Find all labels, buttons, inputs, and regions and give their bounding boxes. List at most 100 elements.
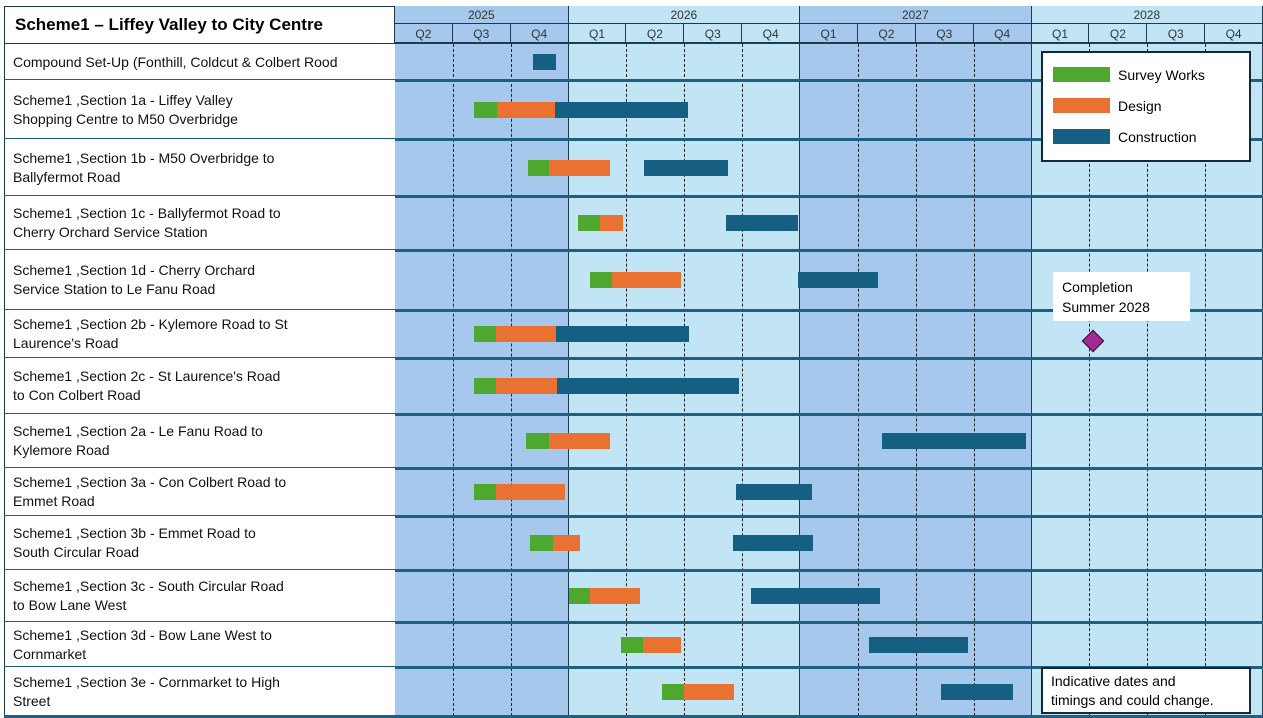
- task-label: Scheme1 ,Section 3e - Cornmarket to High…: [4, 667, 395, 716]
- construction-bar: [532, 54, 556, 70]
- design-bar: [599, 215, 623, 231]
- quarter-gridline: [973, 44, 975, 716]
- task-label: Scheme1 ,Section 1a - Liffey Valley Shop…: [4, 80, 395, 139]
- year-header: 2026: [568, 6, 801, 24]
- quarter-header: Q4: [1205, 24, 1263, 44]
- construction-bar: [940, 683, 1014, 700]
- quarter-gridline: [1147, 44, 1149, 716]
- legend-swatch: [1053, 98, 1110, 113]
- quarter-header: Q2: [395, 24, 453, 44]
- task-label: Scheme1 ,Section 3a - Con Colbert Road t…: [4, 468, 395, 516]
- design-bar: [643, 636, 681, 653]
- construction-bar: [882, 433, 1026, 449]
- quarter-header: Q4: [510, 24, 569, 44]
- task-label: Scheme1 ,Section 2a - Le Fanu Road to Ky…: [4, 414, 395, 468]
- design-bar: [496, 484, 566, 500]
- quarter-header: Q1: [800, 24, 858, 44]
- construction-bar: [555, 326, 689, 342]
- row-divider: [4, 195, 1263, 198]
- task-label: Scheme1 ,Section 3d - Bow Lane West to C…: [4, 622, 395, 667]
- quarter-gridline: [452, 44, 454, 716]
- year-header: 2028: [1031, 6, 1263, 24]
- task-label: Scheme1 ,Section 1c - Ballyfermot Road t…: [4, 196, 395, 250]
- quarter-gridline: [1089, 44, 1091, 716]
- quarter-gridline: [1205, 44, 1207, 716]
- quarter-header: Q3: [452, 24, 511, 44]
- row-divider: [4, 715, 1263, 718]
- survey-bar: [661, 683, 684, 700]
- construction-bar: [554, 101, 688, 118]
- task-label: Scheme1 ,Section 3b - Emmet Road to Sout…: [4, 516, 395, 570]
- legend-item-construction: Construction: [1053, 121, 1239, 152]
- legend: Survey Works Design Construction: [1041, 51, 1251, 162]
- construction-bar: [726, 215, 798, 231]
- construction-bar: [797, 272, 879, 288]
- quarter-header: Q3: [684, 24, 743, 44]
- row-divider: [4, 569, 1263, 572]
- survey-bar: [528, 159, 549, 176]
- design-bar: [612, 272, 681, 288]
- design-bar: [552, 535, 581, 551]
- year-header: 2025: [395, 6, 569, 24]
- quarter-header: Q4: [973, 24, 1032, 44]
- design-bar: [548, 159, 611, 176]
- legend-swatch: [1053, 67, 1110, 82]
- task-label: Scheme1 ,Section 2b - Kylemore Road to S…: [4, 310, 395, 358]
- design-bar: [496, 326, 556, 342]
- legend-item-survey: Survey Works: [1053, 59, 1239, 90]
- quarter-header: Q2: [1089, 24, 1148, 44]
- row-divider: [4, 413, 1263, 416]
- row-divider: [4, 79, 1263, 82]
- row-divider: [4, 666, 1263, 669]
- survey-bar: [474, 101, 497, 118]
- survey-bar: [525, 433, 549, 449]
- legend-label: Construction: [1118, 128, 1197, 145]
- survey-bar: [529, 535, 553, 551]
- construction-bar: [735, 484, 813, 500]
- survey-bar: [569, 588, 591, 604]
- survey-bar: [577, 215, 600, 231]
- legend-item-design: Design: [1053, 90, 1239, 121]
- survey-bar: [474, 326, 497, 342]
- survey-bar: [474, 484, 497, 500]
- design-bar: [683, 683, 735, 700]
- year-column-bg: [395, 6, 569, 716]
- quarter-header: Q2: [626, 24, 685, 44]
- survey-bar: [621, 636, 644, 653]
- quarter-header: Q3: [915, 24, 974, 44]
- construction-bar: [557, 378, 739, 394]
- design-bar: [590, 588, 640, 604]
- row-divider: [4, 138, 1263, 141]
- design-bar: [496, 378, 558, 394]
- task-label: Scheme1 ,Section 1b - M50 Overbridge to …: [4, 139, 395, 196]
- year-header: 2027: [800, 6, 1032, 24]
- survey-bar: [474, 378, 497, 394]
- row-divider: [4, 309, 1263, 312]
- quarter-gridline: [915, 44, 917, 716]
- quarter-gridline: [742, 44, 744, 716]
- quarter-header: Q1: [1031, 24, 1090, 44]
- row-divider: [4, 357, 1263, 360]
- quarter-gridline: [857, 44, 859, 716]
- construction-bar: [750, 588, 880, 604]
- design-bar: [548, 433, 611, 449]
- task-label: Scheme1 ,Section 2c - St Laurence's Road…: [4, 358, 395, 414]
- disclaimer-note: Indicative dates and timings and could c…: [1041, 667, 1251, 714]
- legend-swatch: [1053, 129, 1110, 144]
- survey-bar: [590, 272, 612, 288]
- quarter-header: Q4: [742, 24, 801, 44]
- legend-label: Survey Works: [1118, 66, 1205, 83]
- construction-bar: [732, 535, 813, 551]
- quarter-header: Q3: [1147, 24, 1206, 44]
- row-divider: [4, 515, 1263, 518]
- milestone-label: Completion Summer 2028: [1053, 272, 1190, 321]
- task-label: Scheme1 ,Section 1d - Cherry Orchard Ser…: [4, 250, 395, 310]
- construction-bar: [643, 159, 728, 176]
- chart-title: Scheme1 – Liffey Valley to City Centre: [4, 6, 395, 44]
- row-divider: [4, 621, 1263, 624]
- row-divider: [4, 249, 1263, 252]
- task-label: Compound Set-Up (Fonthill, Coldcut & Col…: [4, 44, 395, 80]
- legend-label: Design: [1118, 97, 1162, 114]
- task-label: Scheme1 ,Section 3c - South Circular Roa…: [4, 570, 395, 622]
